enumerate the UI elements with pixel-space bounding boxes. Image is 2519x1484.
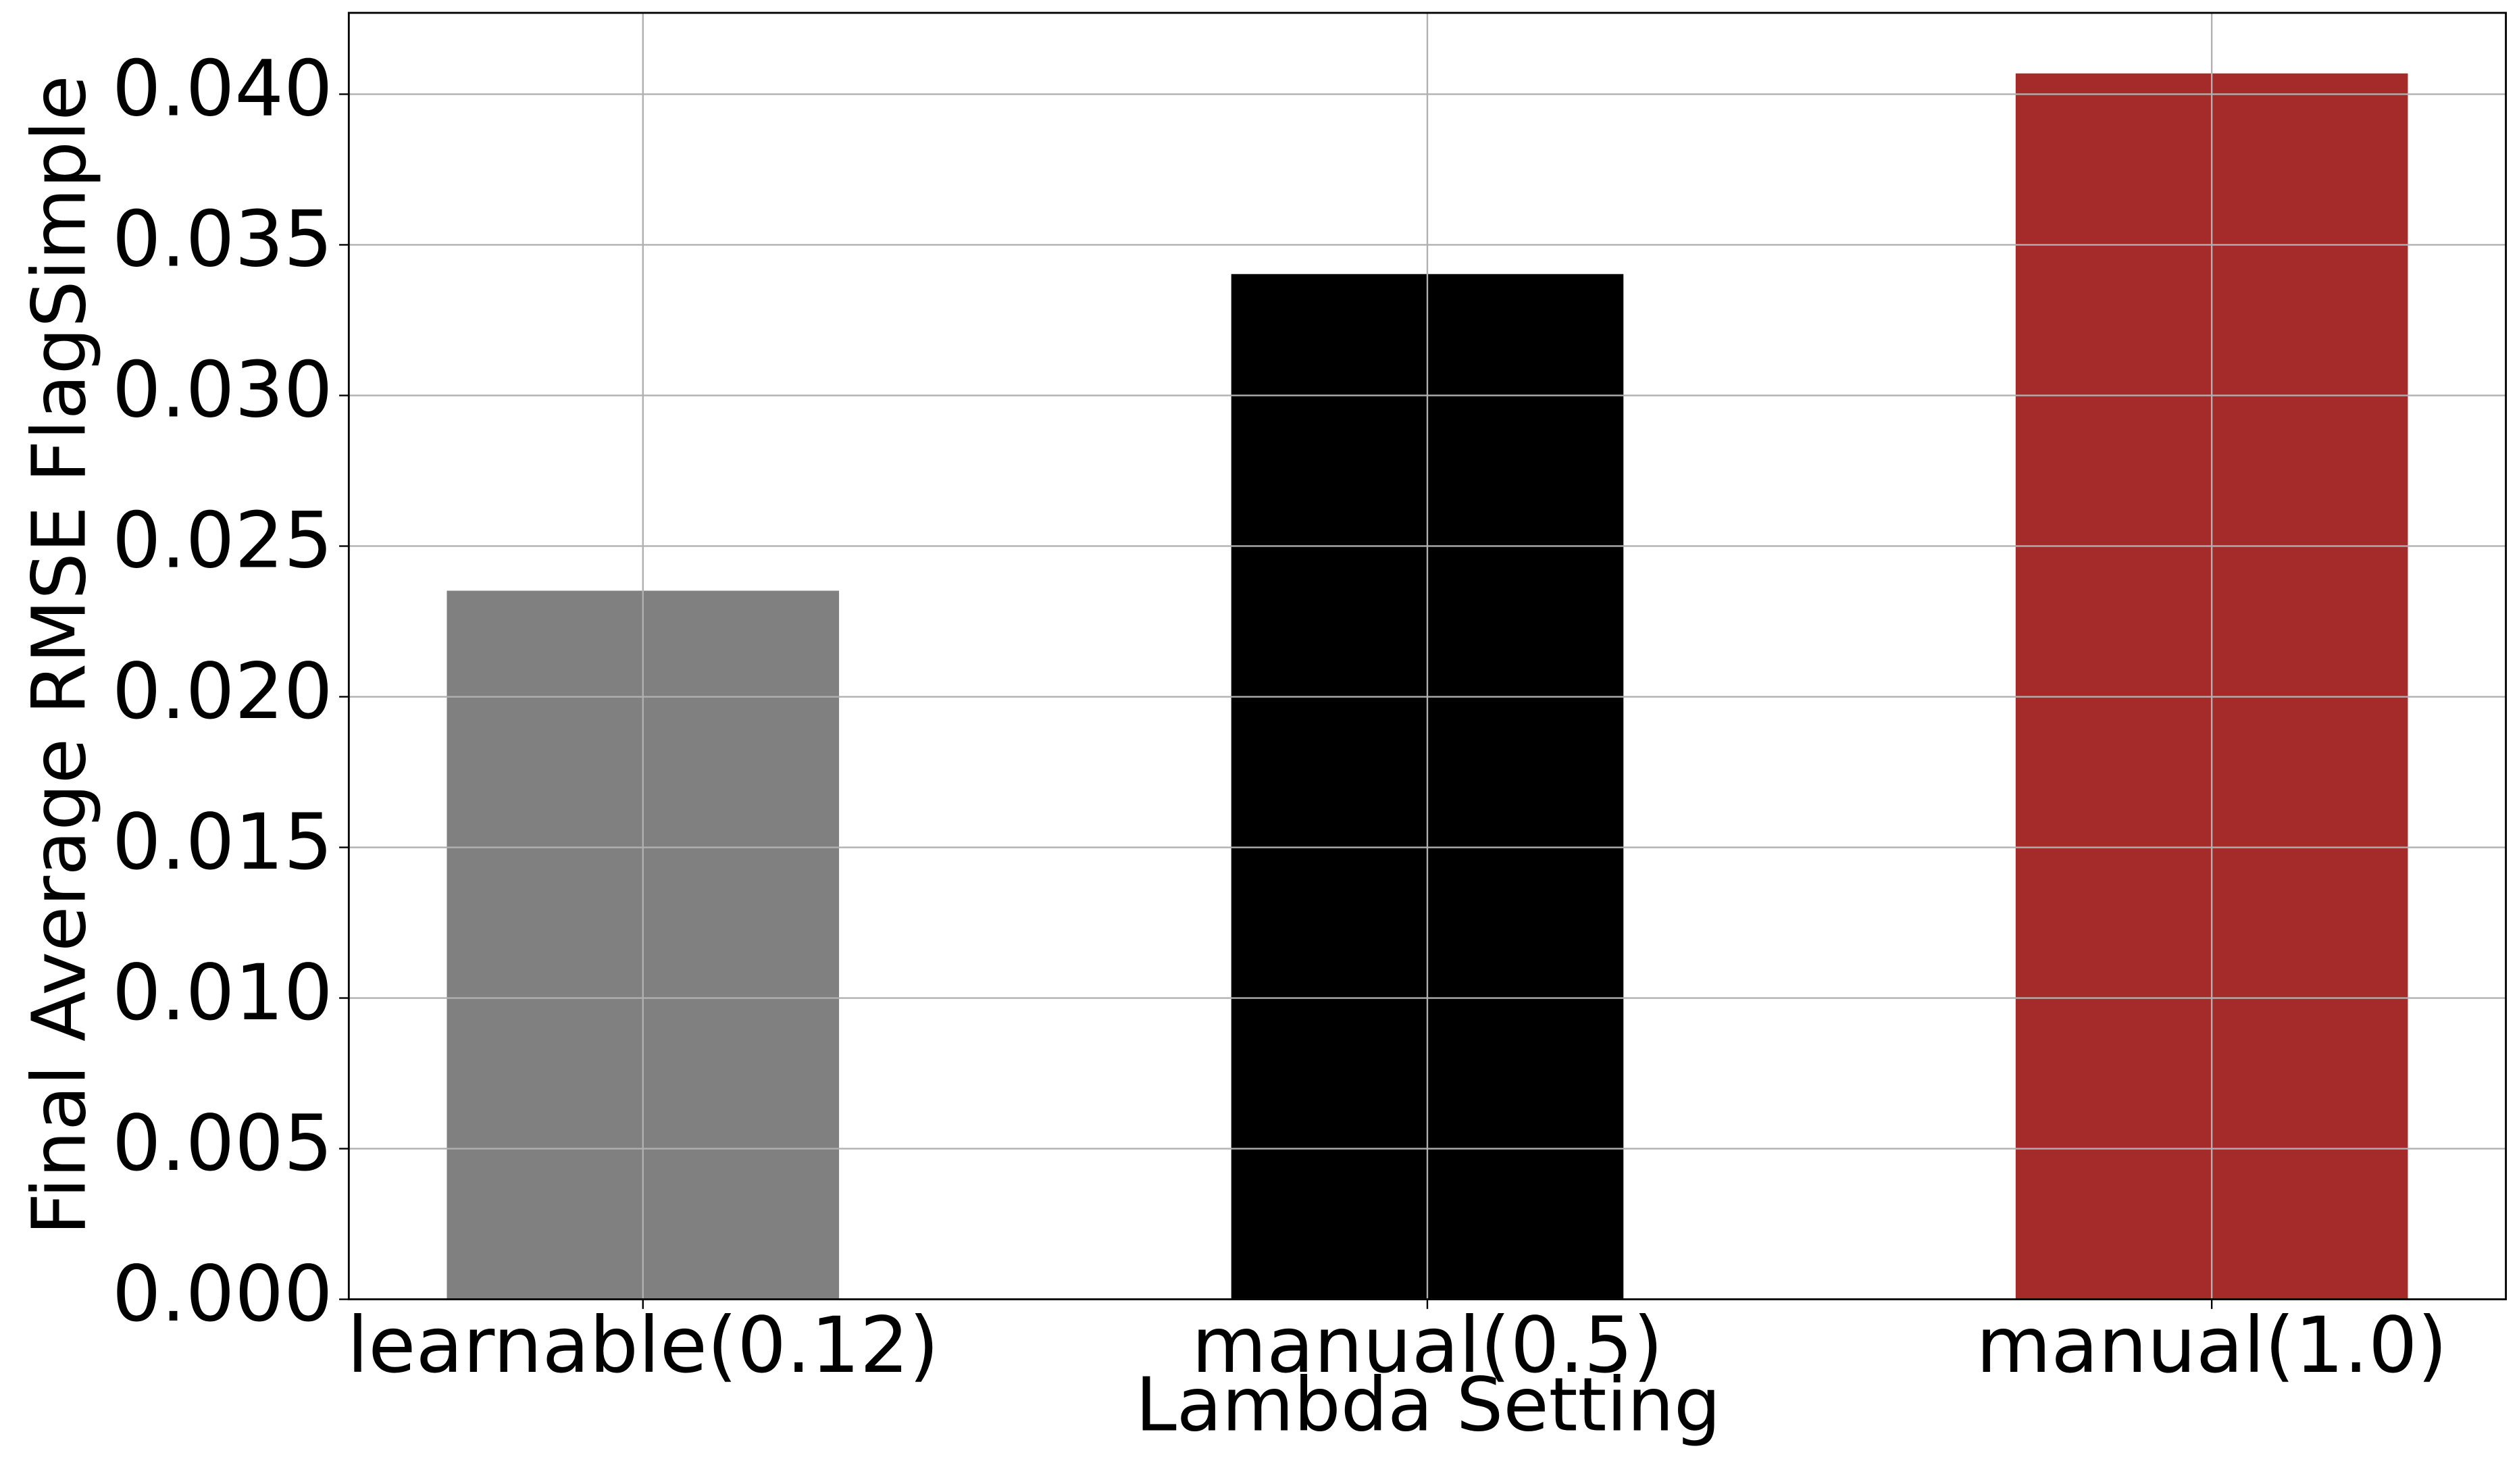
y-tick-label: 0.010 (112, 948, 333, 1038)
x-tick-label: manual(0.5) (1192, 1300, 1663, 1390)
x-axis-label: Lambda Setting (1136, 1361, 1721, 1448)
y-axis-label: Final Average RMSE FlagSimple (16, 75, 102, 1235)
y-tick-label: 0.000 (112, 1249, 333, 1339)
y-tick-label: 0.005 (112, 1098, 333, 1188)
y-tick-label: 0.030 (112, 345, 333, 435)
x-tick-label: manual(1.0) (1976, 1300, 2447, 1390)
y-tick-label: 0.035 (112, 195, 333, 284)
plot-frame (347, 11, 2508, 1300)
y-tick-label: 0.015 (112, 797, 333, 887)
x-tick-label: learnable(0.12) (347, 1300, 939, 1390)
y-tick-label: 0.040 (112, 44, 333, 134)
y-tick-label: 0.020 (112, 646, 333, 736)
y-tick-label: 0.025 (112, 496, 333, 586)
